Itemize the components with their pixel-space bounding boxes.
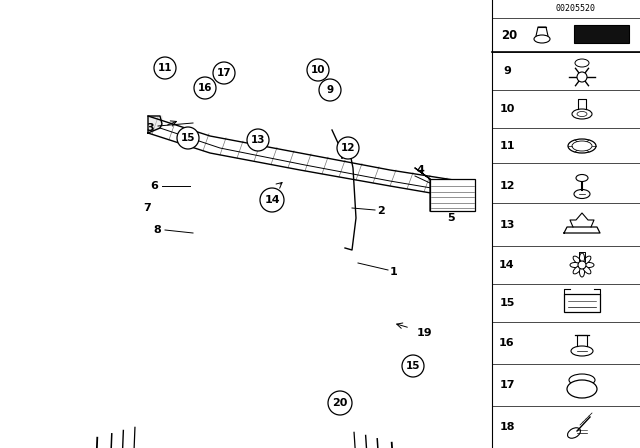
Text: 11: 11 [499, 141, 515, 151]
Circle shape [319, 79, 341, 101]
Ellipse shape [583, 266, 591, 274]
Ellipse shape [572, 109, 592, 119]
Circle shape [213, 62, 235, 84]
Ellipse shape [570, 263, 580, 267]
Ellipse shape [583, 256, 591, 264]
Text: 20: 20 [332, 398, 348, 408]
Ellipse shape [573, 266, 581, 274]
Text: 4: 4 [416, 165, 424, 175]
Bar [564, 294, 600, 312]
Ellipse shape [571, 346, 593, 356]
Ellipse shape [534, 35, 550, 43]
Text: 8: 8 [153, 225, 161, 235]
Circle shape [194, 77, 216, 99]
Polygon shape [148, 116, 162, 133]
Text: 11: 11 [157, 63, 172, 73]
Text: 1: 1 [390, 267, 398, 277]
Text: 2: 2 [377, 206, 385, 216]
Circle shape [154, 57, 176, 79]
Ellipse shape [579, 267, 584, 277]
Text: 00205520: 00205520 [555, 4, 595, 13]
Circle shape [247, 129, 269, 151]
Ellipse shape [575, 59, 589, 67]
Text: 20: 20 [501, 29, 517, 42]
Text: 7: 7 [143, 203, 151, 213]
Text: 3: 3 [146, 123, 154, 133]
Text: 17: 17 [217, 68, 231, 78]
Text: 10: 10 [499, 104, 515, 114]
Text: 19: 19 [417, 328, 433, 338]
Text: 16: 16 [499, 338, 515, 348]
Text: 14: 14 [264, 195, 280, 205]
Text: 18: 18 [499, 422, 515, 432]
Bar [574, 25, 629, 43]
Ellipse shape [576, 175, 588, 181]
Ellipse shape [567, 380, 597, 398]
Text: 10: 10 [311, 65, 325, 75]
Text: 12: 12 [340, 143, 355, 153]
Ellipse shape [574, 190, 590, 198]
Text: 14: 14 [499, 260, 515, 270]
Text: 5: 5 [447, 213, 455, 223]
Ellipse shape [578, 261, 586, 269]
Polygon shape [564, 227, 600, 233]
Ellipse shape [568, 139, 596, 153]
Circle shape [177, 127, 199, 149]
Ellipse shape [577, 72, 587, 82]
Ellipse shape [568, 428, 580, 438]
Text: 13: 13 [251, 135, 265, 145]
Text: 15: 15 [406, 361, 420, 371]
Text: 15: 15 [180, 133, 195, 143]
Ellipse shape [577, 112, 587, 116]
Text: 12: 12 [499, 181, 515, 191]
Ellipse shape [584, 263, 594, 267]
Text: 16: 16 [198, 83, 212, 93]
Text: 13: 13 [499, 220, 515, 230]
Circle shape [337, 137, 359, 159]
Circle shape [260, 188, 284, 212]
Text: 15: 15 [499, 298, 515, 308]
Ellipse shape [579, 253, 584, 263]
Ellipse shape [573, 256, 581, 264]
Text: 6: 6 [150, 181, 158, 191]
Text: 17: 17 [499, 380, 515, 390]
Circle shape [402, 355, 424, 377]
FancyBboxPatch shape [430, 179, 475, 211]
Text: 9: 9 [326, 85, 333, 95]
Circle shape [328, 391, 352, 415]
Ellipse shape [569, 374, 595, 386]
Ellipse shape [572, 141, 592, 151]
Text: 9: 9 [503, 66, 511, 76]
Circle shape [307, 59, 329, 81]
